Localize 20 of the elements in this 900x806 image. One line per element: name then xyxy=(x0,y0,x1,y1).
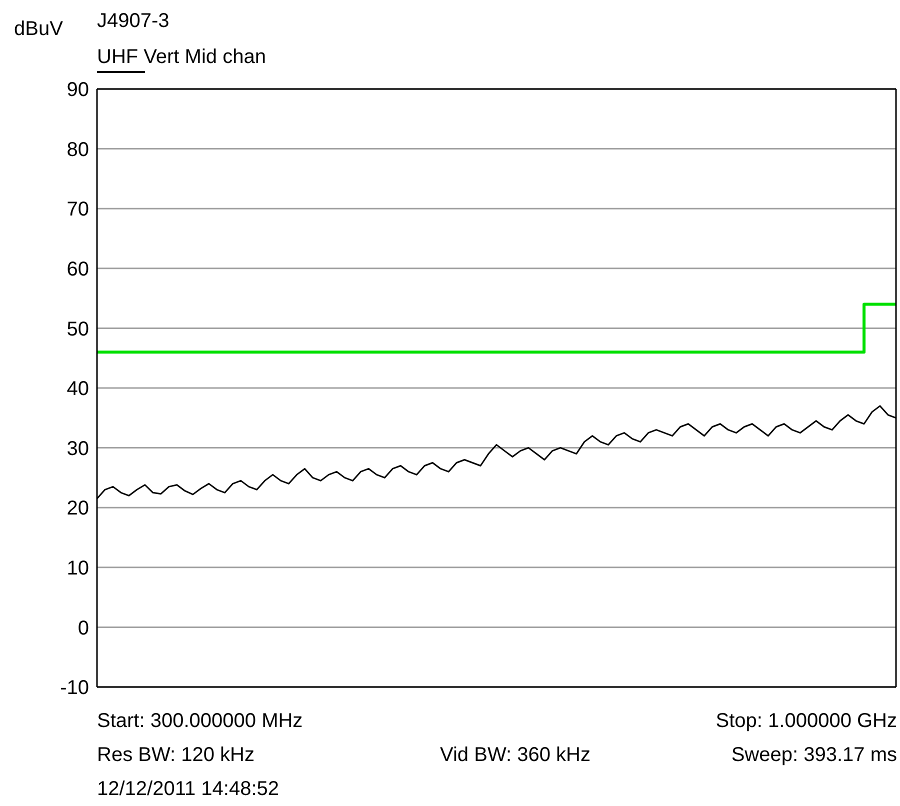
y-tick-label: 0 xyxy=(78,617,89,640)
y-tick-label: 50 xyxy=(66,318,89,340)
y-tick-label: 10 xyxy=(66,558,89,580)
text: Start: 300.000000 MHz xyxy=(97,710,303,733)
text: Res BW: 120 kHz xyxy=(97,744,254,767)
chart-title: J4907-3 xyxy=(97,10,170,33)
text: 12/12/2011 14:48:52 xyxy=(97,778,280,801)
text: Sweep: 393.17 ms xyxy=(731,744,897,767)
y-tick-label: 80 xyxy=(66,138,89,161)
y-tick-label: 20 xyxy=(66,498,89,520)
y-tick-label: 60 xyxy=(66,258,89,280)
y-tick-label: 70 xyxy=(66,198,89,221)
y-tick-label: 30 xyxy=(66,438,89,460)
y-axis-title: dBuV xyxy=(14,18,63,41)
text: Stop: 1.000000 GHz xyxy=(716,710,897,733)
y-tick-label: 40 xyxy=(66,378,89,400)
y-tick-label: 90 xyxy=(66,79,89,102)
chart-subtitle: UHF Vert Mid chan xyxy=(97,46,266,69)
y-tick-label: -10 xyxy=(60,677,89,700)
text: Vid BW: 360 kHz xyxy=(440,744,590,767)
